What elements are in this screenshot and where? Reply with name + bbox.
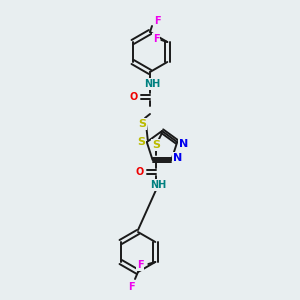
Text: F: F [137,260,144,270]
Text: F: F [153,34,160,44]
Text: NH: NH [144,79,160,89]
Text: S: S [137,137,145,147]
Text: F: F [154,16,160,26]
Text: S: S [152,140,160,150]
Text: O: O [130,92,138,102]
Text: F: F [128,282,134,292]
Text: S: S [138,119,146,129]
Text: NH: NH [150,180,166,190]
Text: N: N [173,153,182,163]
Text: O: O [136,167,144,177]
Text: N: N [178,139,188,149]
